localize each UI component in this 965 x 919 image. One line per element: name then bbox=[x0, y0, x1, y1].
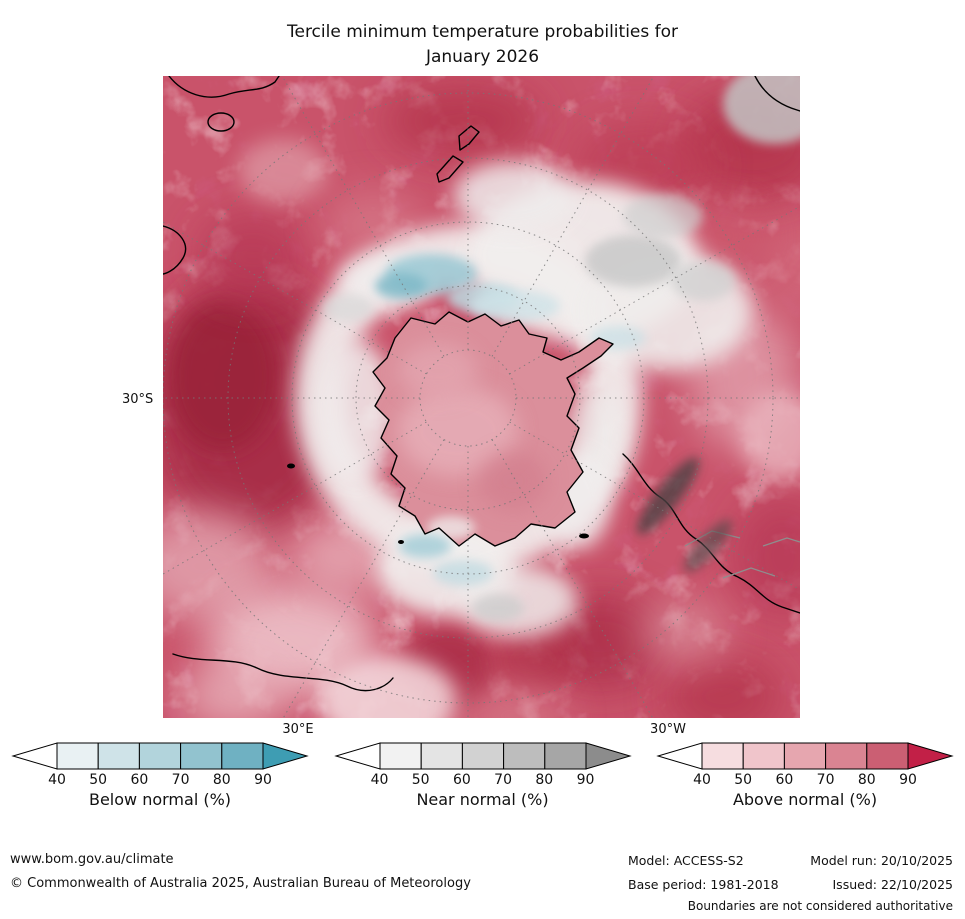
legend-tick: 80 bbox=[857, 772, 876, 788]
title-line2: January 2026 bbox=[425, 47, 540, 67]
issued-text: Issued: 22/10/2025 bbox=[832, 877, 954, 892]
legend-tick: 60 bbox=[775, 772, 794, 788]
legend-tick: 90 bbox=[899, 772, 917, 788]
legend-row: 40 50 60 70 80 90 Below normal (%) 40 50 60 70 80… bbox=[11, 742, 954, 809]
legend-tick: 90 bbox=[576, 772, 595, 788]
legend-tick: 60 bbox=[130, 772, 149, 788]
title-line1: Tercile minimum temperature probabilitie… bbox=[286, 22, 679, 42]
legend-near-normal: 40 50 60 70 80 90 Near normal (%) bbox=[333, 742, 632, 809]
legend-label-above-normal: Above normal (%) bbox=[732, 790, 878, 809]
graticule bbox=[163, 76, 800, 718]
legend-tick: 70 bbox=[816, 772, 835, 788]
base-period-text: Base period: 1981-2018 bbox=[628, 877, 779, 892]
longitude-label-30e: 30°E bbox=[282, 722, 314, 737]
legend-tick: 50 bbox=[734, 772, 753, 788]
legend-tick: 40 bbox=[693, 772, 711, 788]
legend-colorbar-near-normal bbox=[333, 742, 632, 770]
antarctica-outline bbox=[372, 311, 614, 547]
legend-tick: 70 bbox=[171, 772, 190, 788]
longitude-label-30w: 30°W bbox=[650, 722, 686, 737]
legend-tick: 70 bbox=[494, 772, 513, 788]
legend-colorbar-above-normal bbox=[656, 742, 954, 770]
legend-colorbar-below-normal bbox=[11, 742, 309, 770]
latitude-label-30s: 30°S bbox=[122, 392, 154, 407]
legend-label-near-normal: Near normal (%) bbox=[416, 790, 549, 809]
model-text: Model: ACCESS-S2 bbox=[628, 853, 744, 868]
legend-tick: 80 bbox=[212, 772, 231, 788]
legend-tick: 80 bbox=[535, 772, 554, 788]
legend-ticks-near-normal: 40 50 60 70 80 90 bbox=[334, 770, 632, 789]
legend-above-normal: 40 50 60 70 80 90 Above normal (%) bbox=[656, 742, 954, 809]
legend-tick: 40 bbox=[370, 772, 389, 788]
map-image bbox=[163, 76, 800, 718]
website-text: www.bom.gov.au/climate bbox=[10, 852, 174, 867]
legend-tick: 60 bbox=[452, 772, 471, 788]
legend-tick: 50 bbox=[89, 772, 108, 788]
copyright-text: © Commonwealth of Australia 2025, Austra… bbox=[10, 876, 471, 891]
legend-tick: 50 bbox=[411, 772, 430, 788]
legend-label-below-normal: Below normal (%) bbox=[88, 790, 232, 809]
model-run-text: Model run: 20/10/2025 bbox=[810, 853, 953, 868]
figure-title: Tercile minimum temperature probabilitie… bbox=[0, 20, 965, 70]
legend-below-normal: 40 50 60 70 80 90 Below normal (%) bbox=[11, 742, 309, 809]
legend-ticks-below-normal: 40 50 60 70 80 90 bbox=[11, 770, 309, 789]
coastlines bbox=[163, 76, 800, 692]
legend-tick: 40 bbox=[48, 772, 66, 788]
legend-ticks-above-normal: 40 50 60 70 80 90 bbox=[656, 770, 954, 789]
legend-tick: 90 bbox=[254, 772, 272, 788]
boundaries-note: Boundaries are not considered authoritat… bbox=[687, 899, 953, 913]
